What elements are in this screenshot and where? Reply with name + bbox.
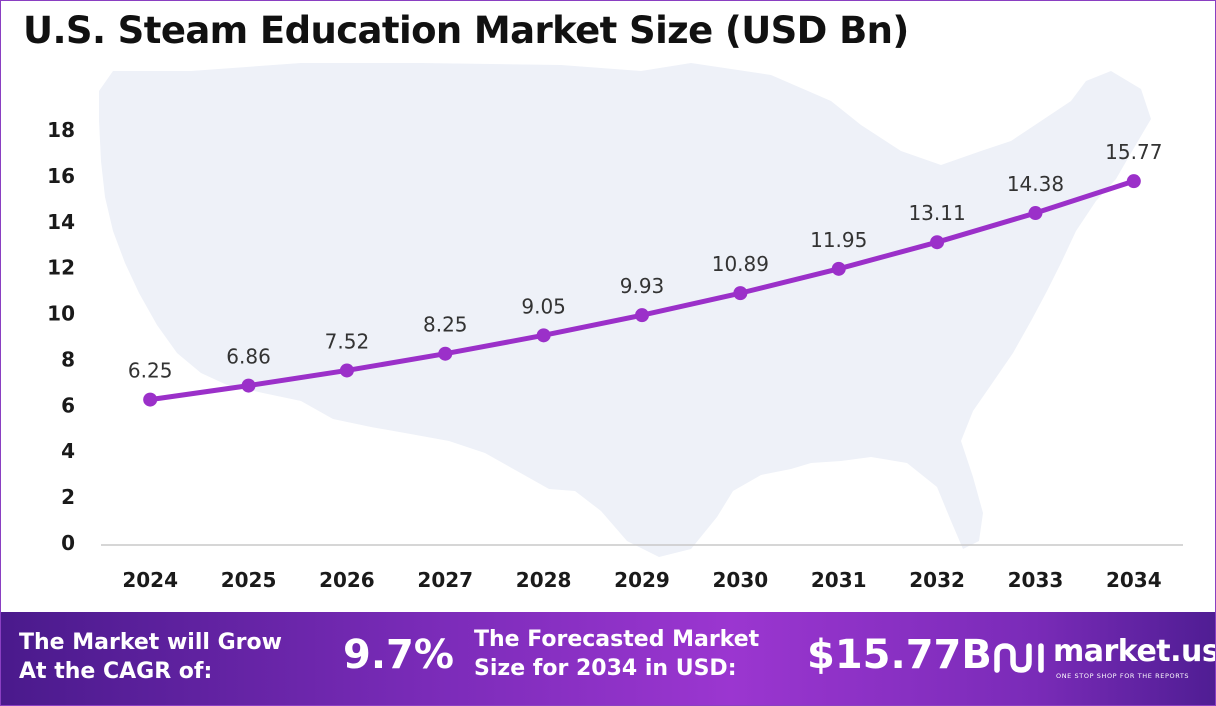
data-label: 13.11 <box>908 201 965 225</box>
data-point <box>930 235 945 250</box>
market-us-logo-icon <box>994 643 1044 673</box>
us-map-background <box>99 63 1151 557</box>
data-label: 15.77 <box>1105 140 1162 164</box>
data-point <box>733 286 748 301</box>
data-label: 7.52 <box>325 329 370 353</box>
y-tick-label: 2 <box>61 485 75 509</box>
y-tick-label: 18 <box>47 118 75 142</box>
data-point <box>536 328 551 343</box>
footer-banner: The Market will Grow At the CAGR of: 9.7… <box>1 612 1216 705</box>
x-tick-label: 2034 <box>1106 568 1162 592</box>
data-point <box>831 261 846 276</box>
x-tick-label: 2027 <box>417 568 473 592</box>
y-tick-label: 12 <box>47 256 75 280</box>
y-axis: 0 2 4 6 8 10 12 14 16 18 <box>47 118 75 555</box>
y-tick-label: 14 <box>47 210 75 234</box>
data-point <box>241 378 256 393</box>
forecast-caption-line1: The Forecasted Market <box>474 627 760 652</box>
x-tick-label: 2032 <box>909 568 965 592</box>
forecast-caption: The Forecasted Market Size for 2034 in U… <box>474 625 759 683</box>
data-label: 6.25 <box>128 359 173 383</box>
y-tick-label: 16 <box>47 164 75 188</box>
data-point <box>339 363 354 378</box>
data-labels: 6.25 6.86 7.52 8.25 9.05 9.93 10.89 11.95 13.11 1… <box>128 140 1163 382</box>
x-tick-label: 2028 <box>516 568 572 592</box>
x-tick-label: 2031 <box>811 568 867 592</box>
x-tick-label: 2024 <box>122 568 178 592</box>
x-tick-label: 2025 <box>221 568 277 592</box>
cagr-caption-line1: The Market will Grow <box>19 630 282 655</box>
series-line-group <box>143 174 1141 407</box>
chart-area: 0 2 4 6 8 10 12 14 16 18 2024 2025 2026 2027 2028 2029… <box>47 63 1183 592</box>
x-tick-label: 2033 <box>1008 568 1064 592</box>
data-label: 8.25 <box>423 313 468 337</box>
y-tick-label: 10 <box>47 302 75 326</box>
y-tick-label: 0 <box>61 531 75 555</box>
data-point <box>143 392 158 407</box>
cagr-value: 9.7% <box>343 632 454 678</box>
data-label: 11.95 <box>810 228 867 252</box>
data-point <box>635 308 649 323</box>
data-label: 9.05 <box>521 294 566 318</box>
y-tick-label: 6 <box>61 393 75 417</box>
logo-wordmark[interactable]: market.us <box>1053 634 1216 669</box>
forecast-value: $15.77B <box>807 632 992 678</box>
cagr-caption: The Market will Grow At the CAGR of: <box>19 628 282 686</box>
data-point <box>438 346 453 361</box>
y-tick-label: 4 <box>61 439 75 463</box>
data-label: 14.38 <box>1007 172 1064 196</box>
data-point <box>1126 174 1141 189</box>
x-tick-label: 2030 <box>713 568 769 592</box>
data-point <box>1028 206 1043 221</box>
data-label: 6.86 <box>226 345 271 369</box>
data-label: 9.93 <box>620 274 665 298</box>
logo-tagline: ONE STOP SHOP FOR THE REPORTS <box>1056 672 1190 680</box>
x-axis: 2024 2025 2026 2027 2028 2029 2030 2031 2032 2033… <box>101 544 1183 592</box>
forecast-caption-line2: Size for 2034 in USD: <box>474 656 737 681</box>
cagr-caption-line2: At the CAGR of: <box>19 659 213 684</box>
chart-title: U.S. Steam Education Market Size (USD Bn… <box>23 9 909 52</box>
x-tick-label: 2029 <box>614 568 670 592</box>
x-tick-label: 2026 <box>319 568 375 592</box>
data-label: 10.89 <box>712 252 769 276</box>
y-tick-label: 8 <box>61 347 75 371</box>
